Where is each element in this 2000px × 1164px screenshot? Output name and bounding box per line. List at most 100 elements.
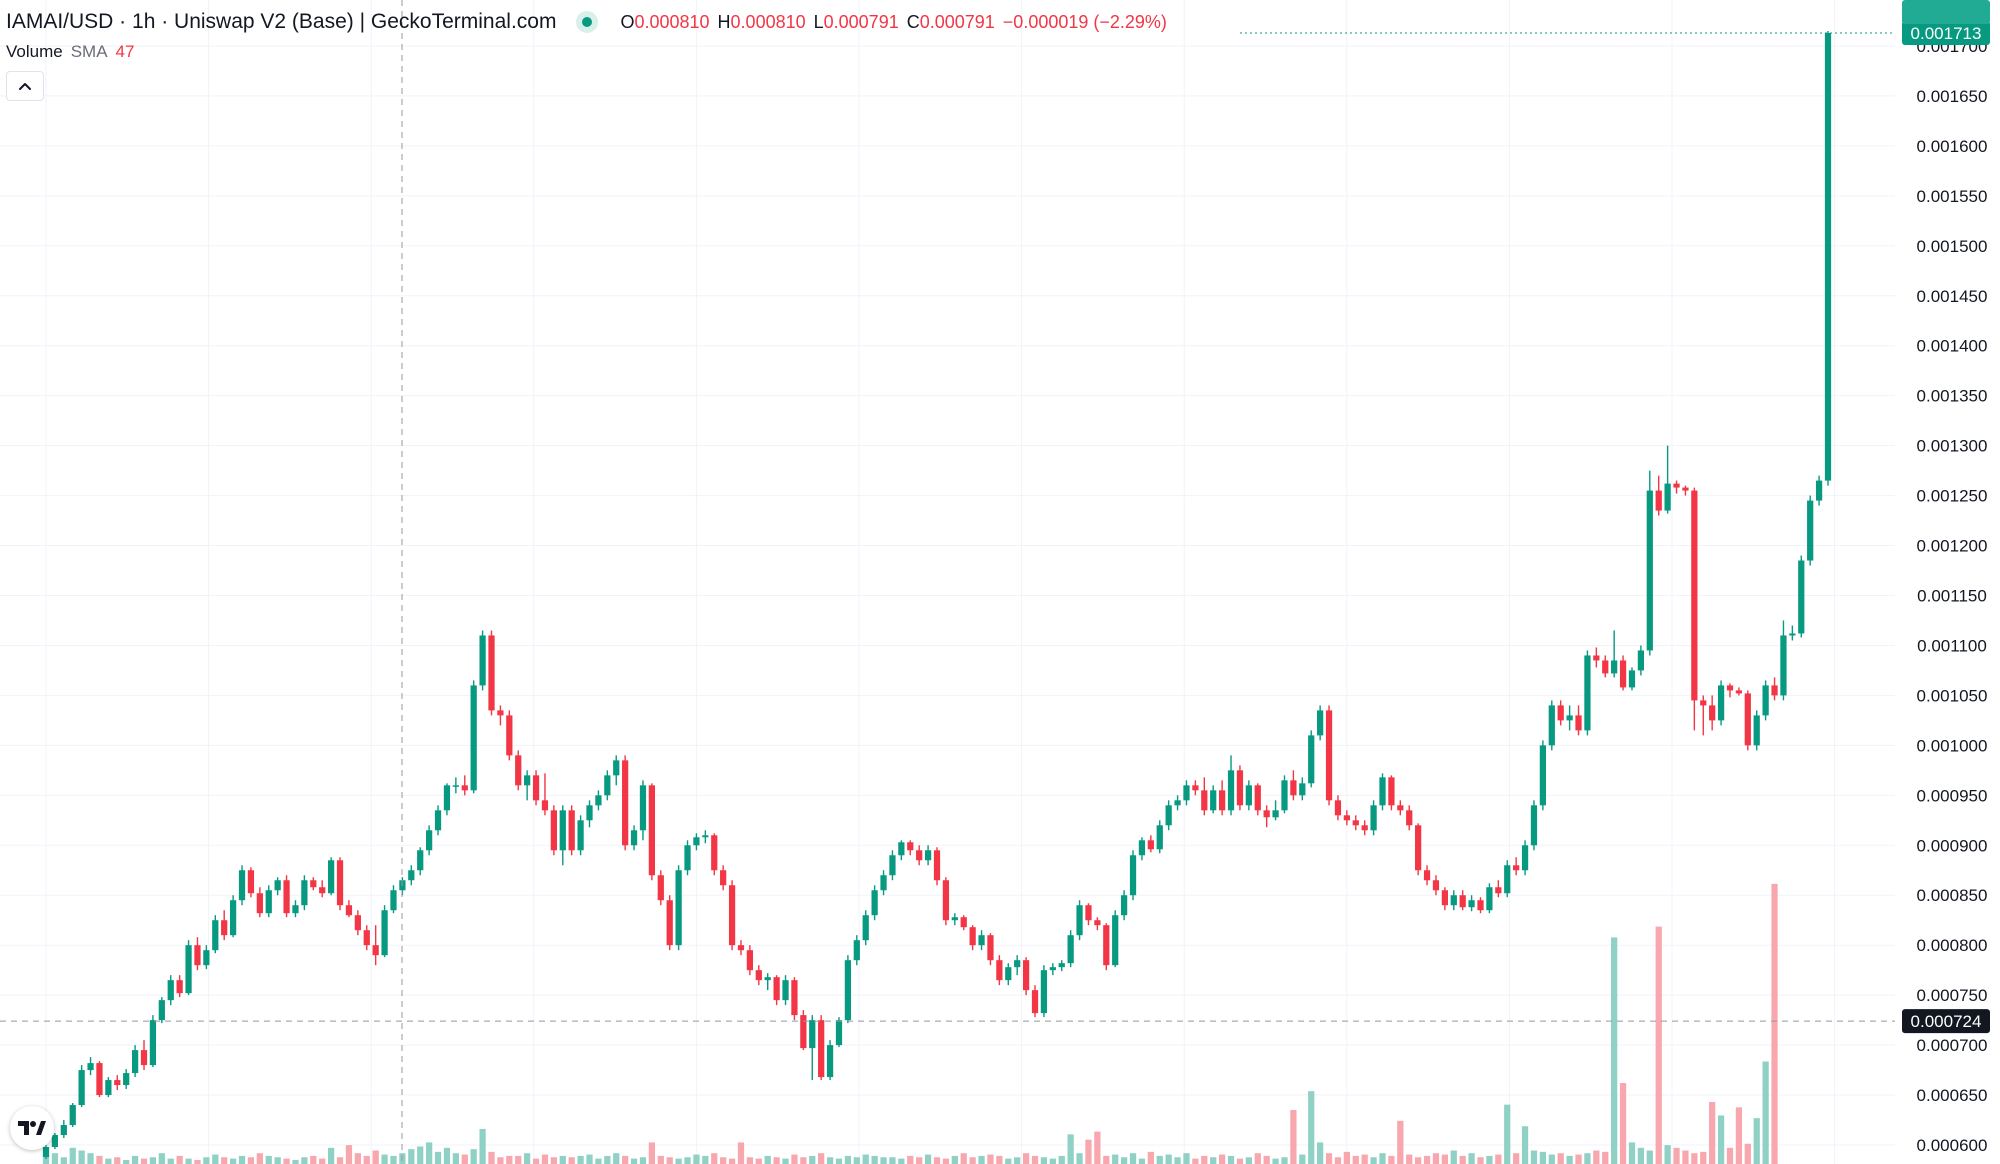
symbol-title[interactable]: IAMAI/USD · 1h · Uniswap V2 (Base) | Gec…: [6, 10, 557, 33]
volume-bar: [1432, 1153, 1440, 1164]
volume-bar: [1210, 1157, 1217, 1164]
candle-body: [532, 775, 540, 801]
volume-bar: [550, 1157, 557, 1164]
volume-bar: [1619, 1083, 1627, 1164]
volume-bar: [666, 1157, 673, 1164]
volume-bar: [1254, 1153, 1261, 1164]
candle-body: [301, 880, 308, 906]
volume-bar: [1334, 1157, 1342, 1164]
y-tick-label: 0.001000: [1917, 736, 1988, 755]
candle-body: [1611, 660, 1618, 674]
candle-body: [381, 910, 388, 956]
volume-bar: [586, 1154, 593, 1164]
volume-bar: [1477, 1157, 1484, 1164]
volume-bar: [1406, 1154, 1413, 1164]
candle-body: [800, 1015, 807, 1049]
volume-bar: [853, 1157, 860, 1164]
open-label: O: [620, 11, 635, 32]
candle-body: [1094, 920, 1101, 926]
y-tick-label: 0.001350: [1917, 387, 1988, 406]
candle-body: [51, 1135, 59, 1148]
candle-body: [1112, 915, 1119, 966]
candle-body: [1129, 855, 1137, 896]
volume-bar: [1735, 1107, 1743, 1164]
volume-bar: [1441, 1154, 1448, 1164]
volume-bar: [140, 1158, 148, 1164]
candle-body: [755, 970, 762, 981]
candle-body: [889, 855, 896, 876]
volume-legend[interactable]: Volume SMA 47: [6, 42, 134, 62]
last-price-label-bg: [1902, 20, 1990, 45]
volume-bar: [1129, 1153, 1137, 1164]
open-value: 0.000810: [634, 11, 710, 32]
volume-bar: [434, 1151, 442, 1164]
candle-body: [426, 830, 433, 851]
volume-bar: [1049, 1158, 1056, 1164]
candle-body: [1022, 960, 1030, 991]
volume-bar: [78, 1150, 85, 1164]
volume-bar: [1263, 1155, 1270, 1164]
candle-body: [274, 880, 281, 891]
candle-body: [657, 875, 664, 901]
tradingview-logo-icon[interactable]: [10, 1106, 54, 1150]
candle-body: [354, 915, 361, 931]
candle-body: [1628, 670, 1636, 688]
candle-body: [648, 785, 655, 876]
candle-body: [1584, 655, 1591, 731]
volume-bar: [524, 1153, 531, 1164]
volume-bar: [1183, 1153, 1190, 1164]
y-tick-label: 0.000850: [1917, 886, 1988, 905]
high-label: H: [717, 11, 731, 32]
volume-bar: [595, 1158, 602, 1164]
candle-body: [773, 977, 780, 1001]
candle-body: [1281, 780, 1288, 811]
candle-body: [1317, 710, 1324, 736]
volume-bar: [1103, 1155, 1110, 1164]
price-axis-bg: [1905, 0, 2000, 1164]
volume-bar: [1415, 1157, 1422, 1164]
volume-bar: [773, 1157, 780, 1164]
candle-body: [158, 1000, 165, 1021]
volume-bar: [443, 1147, 451, 1164]
volume-bar: [942, 1158, 950, 1164]
volume-bar: [604, 1155, 611, 1164]
volume-bar: [1058, 1155, 1065, 1164]
candle-body: [1593, 655, 1600, 661]
y-tick-label: 0.000700: [1917, 1036, 1988, 1055]
candle-body: [345, 905, 353, 916]
candle-body: [933, 850, 941, 881]
volume-bar: [541, 1154, 549, 1164]
candle-body: [693, 837, 700, 846]
high-value: 0.000810: [730, 11, 806, 32]
candle-body: [880, 875, 887, 891]
volume-bar: [51, 1153, 59, 1164]
crosshair-price-label-bg: [1902, 1009, 1990, 1034]
candle-body: [363, 930, 370, 946]
volume-bar: [987, 1154, 994, 1164]
collapse-legend-button[interactable]: [6, 71, 44, 101]
candle-body: [746, 950, 754, 971]
candle-body: [1709, 705, 1716, 721]
candle-body: [720, 870, 727, 886]
price-axis[interactable]: 0.000600 0.000650 0.000700 0.000750 0.000800…: [1902, 0, 2000, 1164]
volume-bar: [826, 1157, 834, 1164]
volume-bar: [1022, 1153, 1030, 1164]
candle-body: [1076, 905, 1083, 936]
candle-body: [336, 860, 344, 906]
volume-bar: [42, 1155, 50, 1164]
volume-bar: [1709, 1101, 1716, 1164]
volume-bar: [559, 1155, 566, 1164]
candle-body: [123, 1073, 130, 1086]
candle-body: [238, 870, 246, 901]
y-tick-label: 0.001200: [1917, 537, 1988, 556]
volume-bar: [532, 1158, 540, 1164]
volume-bar: [693, 1154, 700, 1164]
volume-bar: [1014, 1157, 1021, 1164]
y-tick-label: 0.001650: [1917, 87, 1988, 106]
candle-body: [1575, 715, 1582, 731]
candle-body: [390, 890, 397, 911]
volume-bar: [933, 1157, 941, 1164]
volume-bar: [1147, 1151, 1154, 1164]
volume-bar: [675, 1158, 682, 1164]
